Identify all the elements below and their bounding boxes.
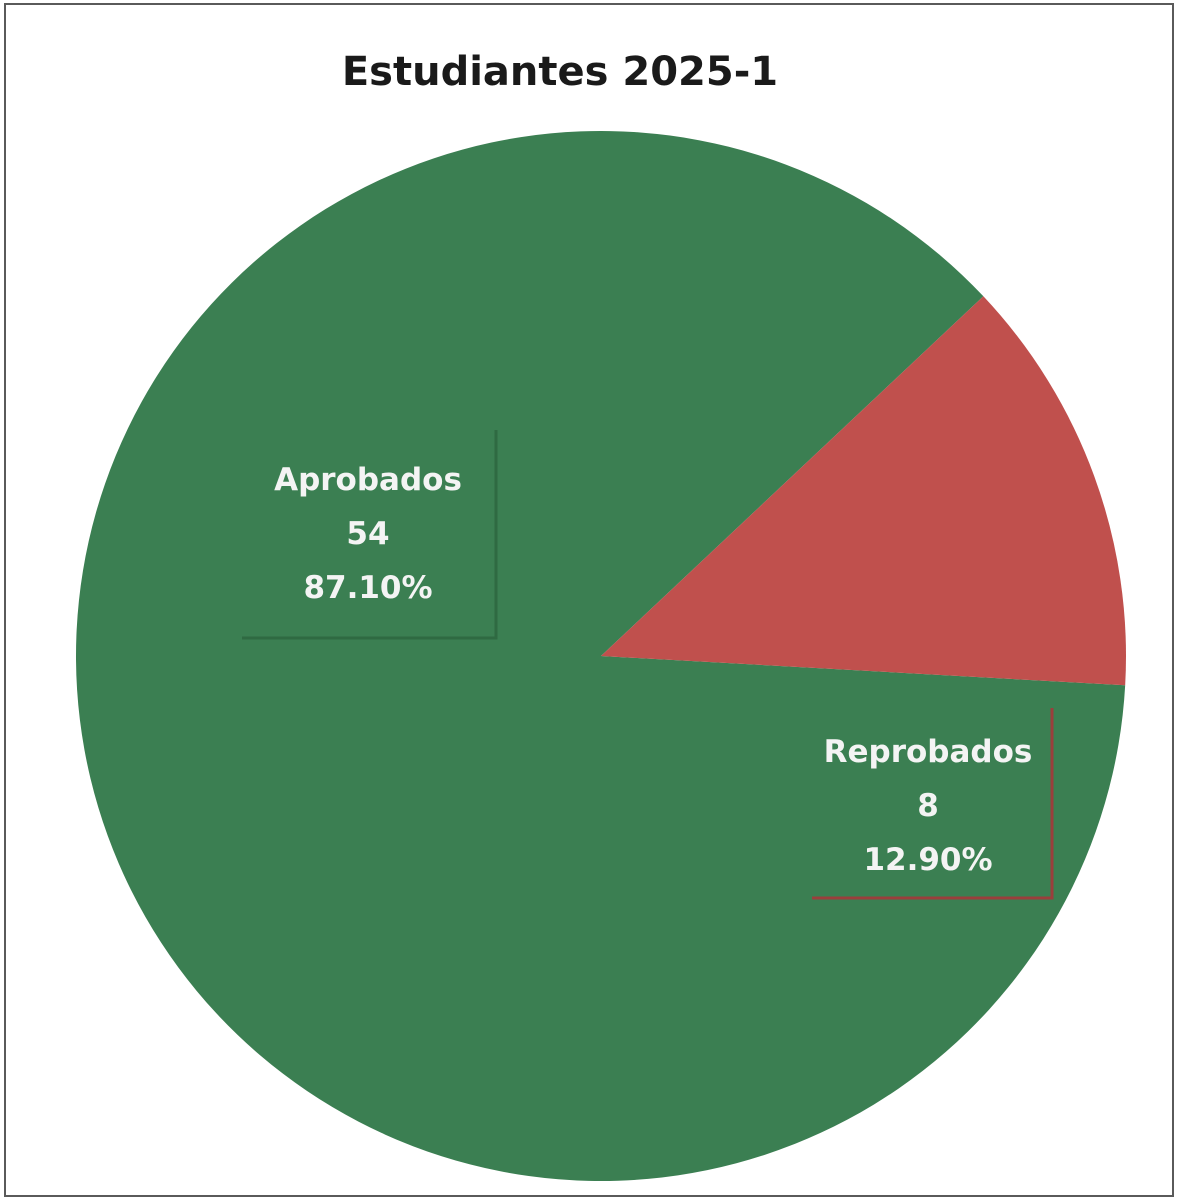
chart-title: Estudiantes 2025-1 (342, 49, 778, 95)
data-label-value: 54 (346, 516, 389, 552)
data-label-aprobados: Aprobados 54 87.10% (242, 430, 498, 640)
data-label-box (812, 708, 1054, 900)
data-label-reprobados: Reprobados 8 12.90% (812, 708, 1054, 900)
data-label-value: 8 (917, 788, 939, 824)
data-label-percent: 87.10% (303, 570, 432, 606)
chart-frame (4, 3, 1174, 1197)
pie-data-labels: Aprobados 54 87.10% Reprobados 8 12.90% (242, 430, 1054, 900)
pie-slice-reprobados (601, 296, 1126, 686)
pie-slice-aprobados (75, 131, 1126, 1182)
data-label-category: Reprobados (824, 734, 1033, 770)
pie-slices (75, 131, 1126, 1182)
data-label-category: Aprobados (274, 462, 462, 498)
data-label-box (242, 430, 498, 640)
data-label-percent: 12.90% (863, 842, 992, 878)
